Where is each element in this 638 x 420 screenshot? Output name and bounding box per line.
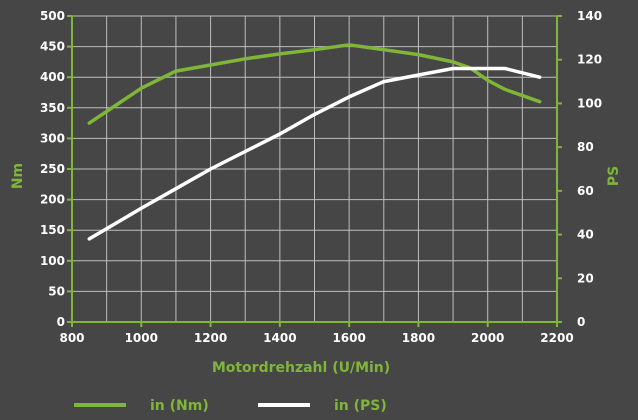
- x-tick-label: 1600: [332, 331, 365, 345]
- x-tick-label: 1800: [402, 331, 435, 345]
- right-tick-label: 140: [577, 9, 602, 23]
- left-tick-label: 200: [40, 193, 65, 207]
- x-axis-ticks: 800 1000 1200 1400 1600 1800 2000 2200: [59, 322, 574, 345]
- x-tick-label: 2000: [471, 331, 504, 345]
- x-tick-label: 2200: [540, 331, 573, 345]
- left-tick-label: 450: [40, 40, 65, 54]
- x-tick-label: 800: [59, 331, 84, 345]
- left-tick-label: 50: [48, 284, 65, 298]
- right-tick-label: 40: [577, 228, 594, 242]
- left-tick-label: 0: [57, 315, 65, 329]
- left-tick-label: 400: [40, 70, 65, 84]
- left-axis-title: Nm: [10, 163, 26, 189]
- legend: in (Nm) in (PS): [74, 398, 387, 414]
- legend-label-ps: in (PS): [334, 398, 387, 414]
- left-tick-label: 150: [40, 223, 65, 237]
- right-tick-label: 0: [577, 315, 585, 329]
- right-tick-label: 100: [577, 96, 602, 110]
- x-tick-label: 1000: [125, 331, 158, 345]
- right-tick-label: 60: [577, 184, 594, 198]
- right-tick-label: 120: [577, 53, 602, 67]
- grid: [72, 15, 557, 322]
- x-tick-label: 1200: [194, 331, 227, 345]
- right-tick-label: 80: [577, 140, 594, 154]
- left-tick-label: 100: [40, 254, 65, 268]
- series: [87, 43, 542, 241]
- left-axis-ticks: 0 50 100 150 200 250 300 350 400 450 500: [40, 9, 72, 329]
- left-tick-label: 500: [40, 9, 65, 23]
- right-tick-label: 20: [577, 271, 594, 285]
- left-tick-label: 350: [40, 101, 65, 115]
- legend-label-nm: in (Nm): [150, 398, 209, 414]
- right-axis-ticks: 0 20 40 60 80 100 120 140: [557, 9, 602, 329]
- series-line-nm: [87, 43, 542, 125]
- x-axis-title: Motordrehzahl (U/Min): [212, 360, 390, 376]
- x-tick-label: 1400: [263, 331, 296, 345]
- series-line-ps: [87, 66, 542, 241]
- right-axis-title: PS: [606, 166, 622, 186]
- left-tick-label: 300: [40, 131, 65, 145]
- left-tick-label: 250: [40, 162, 65, 176]
